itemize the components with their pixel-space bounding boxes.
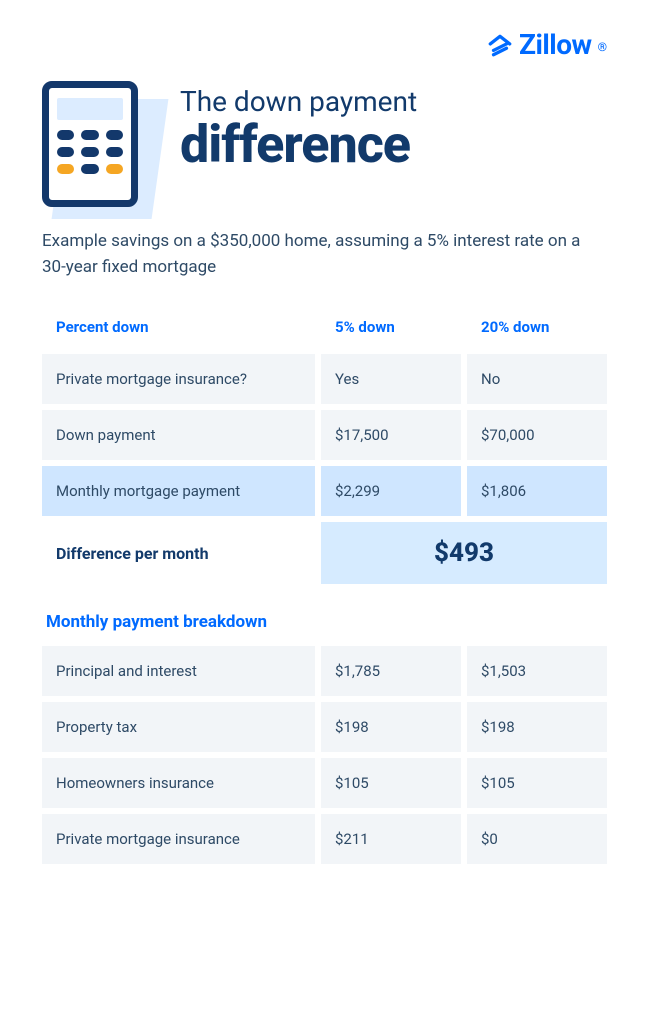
- infographic-container: Zillow ® The down pay: [0, 0, 649, 910]
- row-value-5pct: $1,785: [321, 646, 461, 696]
- calc-key: [106, 164, 123, 174]
- row-value-5pct: $105: [321, 758, 461, 808]
- calc-key: [57, 164, 74, 174]
- calculator-keys: [57, 130, 123, 174]
- row-label: Down payment: [42, 410, 315, 460]
- difference-row: Difference per month $493: [42, 522, 607, 584]
- header-5pct: 5% down: [321, 310, 461, 348]
- calc-key: [57, 130, 74, 140]
- row-value-20pct: $105: [467, 758, 607, 808]
- table-row: Property tax $198 $198: [42, 702, 607, 752]
- table-row: Down payment $17,500 $70,000: [42, 410, 607, 460]
- calc-key: [57, 147, 74, 157]
- table-row: Private mortgage insurance $211 $0: [42, 814, 607, 864]
- header-20pct: 20% down: [467, 310, 607, 348]
- difference-label: Difference per month: [42, 522, 315, 584]
- row-value-5pct: $211: [321, 814, 461, 864]
- row-value-20pct: $1,806: [467, 466, 607, 516]
- brand-logo: Zillow ®: [42, 28, 607, 61]
- difference-value: $493: [321, 522, 607, 584]
- table-row: Homeowners insurance $105 $105: [42, 758, 607, 808]
- calc-key: [81, 164, 98, 174]
- row-label: Principal and interest: [42, 646, 315, 696]
- row-label: Private mortgage insurance: [42, 814, 315, 864]
- hero-row: The down payment difference: [42, 81, 607, 207]
- row-value-5pct: $2,299: [321, 466, 461, 516]
- title-line-2: difference: [180, 118, 417, 173]
- row-label: Property tax: [42, 702, 315, 752]
- row-value-5pct: Yes: [321, 354, 461, 404]
- table-row: Private mortgage insurance? Yes No: [42, 354, 607, 404]
- calc-key: [106, 130, 123, 140]
- table-row: Principal and interest $1,785 $1,503: [42, 646, 607, 696]
- row-value-5pct: $198: [321, 702, 461, 752]
- header-percent-down: Percent down: [42, 310, 315, 348]
- breakdown-table: Principal and interest $1,785 $1,503 Pro…: [42, 646, 607, 864]
- brand-name: Zillow: [519, 28, 592, 61]
- row-label: Homeowners insurance: [42, 758, 315, 808]
- calc-key: [106, 147, 123, 157]
- breakdown-section-title: Monthly payment breakdown: [42, 612, 607, 632]
- comparison-table: Percent down 5% down 20% down Private mo…: [42, 310, 607, 584]
- row-value-20pct: No: [467, 354, 607, 404]
- zillow-house-icon: [487, 32, 513, 58]
- title-block: The down payment difference: [180, 81, 417, 172]
- brand-registered: ®: [598, 40, 607, 54]
- calc-key: [81, 147, 98, 157]
- subtitle-text: Example savings on a $350,000 home, assu…: [42, 229, 607, 280]
- row-value-5pct: $17,500: [321, 410, 461, 460]
- row-label: Monthly mortgage payment: [42, 466, 315, 516]
- calculator-illustration: [42, 81, 152, 207]
- row-label: Private mortgage insurance?: [42, 354, 315, 404]
- row-value-20pct: $70,000: [467, 410, 607, 460]
- calculator-body: [42, 81, 138, 207]
- calculator-screen: [57, 98, 123, 120]
- row-value-20pct: $1,503: [467, 646, 607, 696]
- calc-key: [81, 130, 98, 140]
- table-row-highlight: Monthly mortgage payment $2,299 $1,806: [42, 466, 607, 516]
- table-header-row: Percent down 5% down 20% down: [42, 310, 607, 348]
- row-value-20pct: $0: [467, 814, 607, 864]
- row-value-20pct: $198: [467, 702, 607, 752]
